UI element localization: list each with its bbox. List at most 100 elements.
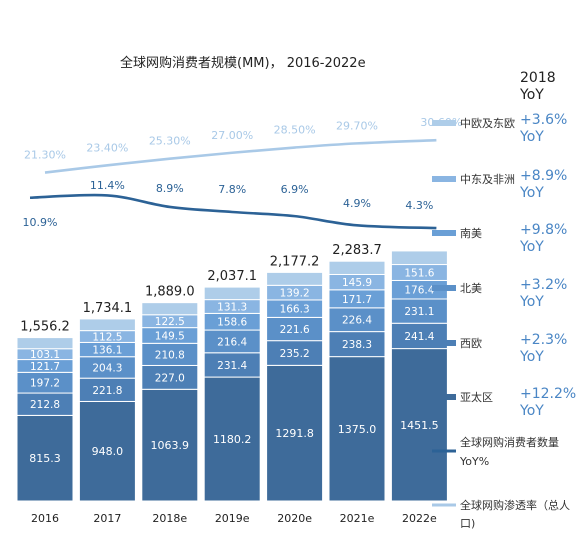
data-label: 103.1 (30, 349, 60, 361)
yoy-label: 10.9% (23, 216, 58, 229)
legend-yoy-value: +3.6% (520, 112, 567, 128)
legend-swatch (432, 340, 456, 346)
legend-header: 2018 YoY (520, 70, 556, 104)
data-label: 112.5 (92, 332, 122, 344)
legend-yoy-value: +3.2% (520, 277, 567, 293)
bar-segment-2017-5 (78, 318, 136, 332)
legend-swatch (432, 230, 456, 236)
total-label: 1,889.0 (145, 285, 195, 300)
bar-segment-2020e-0 (266, 364, 324, 502)
bar-segment-2016-5 (16, 337, 74, 350)
yoy-label: 4.9% (343, 197, 371, 210)
data-label: 122.5 (155, 316, 185, 328)
legend-swatch (432, 176, 456, 182)
data-label: 1063.9 (151, 439, 190, 452)
penetration-line (44, 138, 437, 174)
penetration-label: 21.30% (24, 149, 66, 162)
x-tick-label: 2018e (152, 512, 187, 525)
data-label: 212.8 (30, 399, 60, 411)
legend-label-cont: 口) (460, 517, 475, 530)
yoy-label: 11.4% (90, 179, 125, 192)
bar-segment-2018e-5 (141, 302, 199, 316)
data-label: 1291.8 (275, 427, 314, 440)
legend-label: 全球网购消费者数量 (460, 435, 559, 449)
legend-yoy-suffix: YoY (519, 294, 544, 310)
data-label: 136.1 (92, 345, 122, 357)
data-label: 226.4 (342, 315, 372, 327)
x-tick-label: 2017 (93, 512, 121, 525)
bar-segment-2021e-5 (328, 260, 386, 275)
legend-yoy-suffix: YoY (519, 239, 544, 255)
legend-yoy-value: +8.9% (520, 168, 567, 184)
x-tick-label: 2020e (277, 512, 312, 525)
data-label: 948.0 (92, 445, 124, 458)
legend-label: 亚太区 (460, 391, 493, 404)
legend-yoy-suffix: YoY (519, 129, 544, 145)
yoy-label: 7.8% (218, 183, 246, 196)
data-label: 238.3 (342, 339, 372, 351)
legend-swatch (432, 394, 456, 400)
bar-segment-2016-0 (16, 414, 74, 502)
data-label: 139.2 (280, 288, 310, 300)
data-label: 241.4 (404, 331, 434, 343)
data-label: 1180.2 (213, 433, 252, 446)
bar-segment-2022e-5 (390, 250, 448, 266)
total-label: 1,556.2 (20, 320, 70, 335)
data-label: 216.4 (217, 336, 247, 348)
legend-yoy-value: +2.3% (520, 332, 567, 348)
legend-label: 南美 (460, 227, 482, 240)
data-label: 131.3 (217, 302, 247, 314)
x-tick-label: 2022e (402, 512, 437, 525)
legend-yoy-suffix: YoY (519, 403, 544, 419)
data-label: 235.2 (280, 348, 310, 360)
data-label: 231.4 (217, 360, 247, 372)
chart-title: 全球网购消费者规模(MM)， 2016-2022e (120, 56, 366, 71)
bar-segment-2019e-1 (203, 352, 261, 378)
bar-segment-2020e-5 (266, 271, 324, 286)
bar-segment-2017-0 (78, 400, 136, 502)
data-label: 121.7 (30, 361, 60, 373)
data-label: 158.6 (217, 317, 247, 329)
legend-yoy-value: +12.2% (520, 386, 576, 402)
bar-segment-2020e-1 (266, 340, 324, 366)
bar-segment-2022e-2 (390, 298, 448, 324)
total-label: 2,037.1 (207, 269, 257, 284)
bar-segment-2022e-0 (390, 348, 448, 502)
data-label: 1375.0 (338, 423, 377, 436)
bar-segment-2019e-5 (203, 286, 261, 301)
penetration-label: 25.30% (149, 135, 191, 148)
total-label: 2,177.2 (270, 254, 320, 269)
legend-label: 西欧 (460, 337, 482, 350)
x-tick-label: 2021e (340, 512, 375, 525)
data-label: 145.9 (342, 277, 372, 289)
data-label: 815.3 (29, 452, 61, 465)
legend-label: 北美 (460, 282, 482, 295)
penetration-label: 28.50% (274, 124, 316, 137)
legend-swatch (432, 120, 456, 126)
data-label: 210.8 (155, 349, 185, 361)
legend-label-cont: YoY% (459, 455, 489, 468)
penetration-label: 27.00% (211, 129, 253, 142)
legend-label: 全球网购渗透率（总人 (460, 498, 570, 512)
x-tick-label: 2016 (31, 512, 59, 525)
data-label: 1451.5 (400, 419, 439, 432)
data-label: 227.0 (155, 372, 185, 384)
total-label: 2,283.7 (332, 243, 382, 258)
bar-segment-2021e-0 (328, 356, 386, 502)
legend-label: 中东及非洲 (460, 173, 515, 186)
data-label: 149.5 (155, 330, 185, 342)
total-label: 1,734.1 (83, 301, 133, 316)
yoy-label: 4.3% (405, 199, 433, 212)
data-label: 204.3 (92, 362, 122, 374)
data-label: 151.6 (404, 267, 434, 279)
penetration-label: 29.70% (336, 119, 378, 132)
legend-yoy-value: +9.8% (520, 222, 567, 238)
legend-header-year: 2018 (520, 70, 556, 86)
data-label: 221.6 (280, 324, 310, 336)
bar-segment-2019e-0 (203, 376, 261, 502)
data-label: 231.1 (404, 306, 434, 318)
legend-yoy-suffix: YoY (519, 349, 544, 365)
legend-header-yoy: YoY (520, 87, 544, 103)
data-label: 221.8 (92, 385, 122, 397)
